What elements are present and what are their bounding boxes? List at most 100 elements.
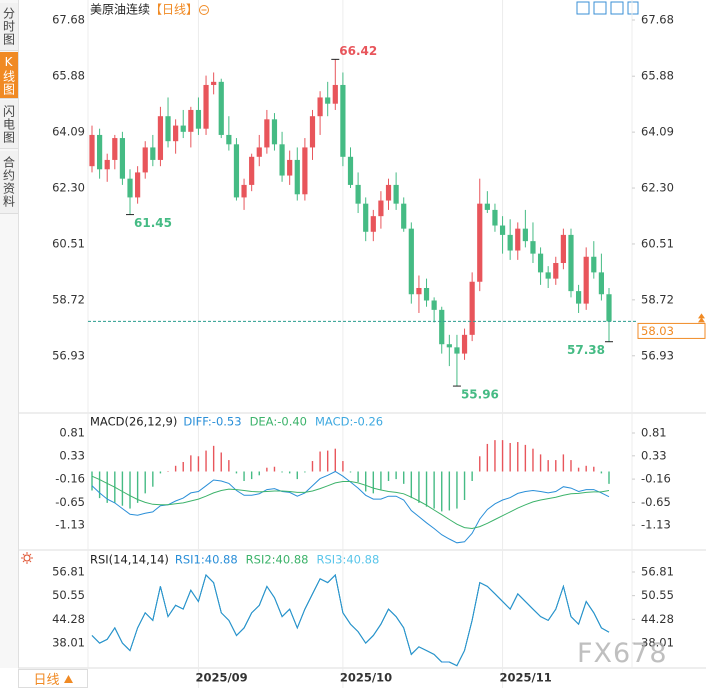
y-tick-label-right: -0.65 xyxy=(641,495,671,509)
arrow-shape xyxy=(63,674,73,683)
candle-body xyxy=(180,125,186,132)
candle-body xyxy=(423,287,430,301)
candle-body xyxy=(218,81,224,135)
y-tick-label-left: 56.93 xyxy=(52,348,85,362)
candle-body xyxy=(568,234,574,292)
candle-body xyxy=(195,109,202,129)
macd-bar xyxy=(593,466,595,472)
macd-bar xyxy=(266,467,268,472)
macd-bar xyxy=(91,471,93,491)
y-tick-label-left: -0.65 xyxy=(55,495,85,509)
macd-bar xyxy=(585,465,587,472)
tool-zoom-out[interactable] xyxy=(593,1,607,15)
indicator-settings-icon[interactable] xyxy=(21,552,33,564)
x-tick-label: 2025/10 xyxy=(340,671,392,685)
macd-bar xyxy=(342,461,344,472)
candle-body xyxy=(325,97,331,104)
candle-body xyxy=(211,81,217,85)
extreme-label: 57.38 xyxy=(567,343,605,357)
candle-body xyxy=(294,159,300,195)
legend-entry: DEA:-0.40 xyxy=(250,415,307,429)
y-tick-label-left: -1.13 xyxy=(55,518,85,532)
candle-body xyxy=(385,184,392,201)
candle-body xyxy=(203,84,209,129)
candle-body xyxy=(104,159,110,170)
candle-body xyxy=(499,225,506,235)
candle-body xyxy=(97,134,103,170)
candle-body xyxy=(591,256,597,273)
candle-body xyxy=(188,109,194,132)
candle-body xyxy=(461,334,468,354)
macd-bar xyxy=(296,471,298,480)
candle-body xyxy=(226,134,232,145)
macd-bar xyxy=(197,456,200,472)
legend-entry: DIFF:-0.53 xyxy=(183,415,241,429)
indicator-line xyxy=(91,573,610,667)
macd-bar xyxy=(144,471,146,494)
candle-body xyxy=(347,156,354,185)
toolbar xyxy=(576,1,639,15)
candle-body xyxy=(112,138,118,160)
period-selector[interactable]: 日线 xyxy=(18,669,88,688)
tab[interactable]: 闪电图 xyxy=(0,100,18,149)
candle-body xyxy=(484,203,490,210)
candle-body xyxy=(340,84,346,157)
extreme-label: 66.42 xyxy=(339,44,377,58)
candle-body xyxy=(492,209,498,226)
y-tick-label-right: 50.55 xyxy=(641,588,674,602)
macd-bar xyxy=(106,471,108,503)
macd-bar xyxy=(273,466,276,472)
candle-body xyxy=(279,144,285,176)
collapse-icon[interactable] xyxy=(199,5,209,15)
candle-body xyxy=(89,134,95,167)
legend-entry: MACD:-0.26 xyxy=(315,415,383,429)
tab-active[interactable]: K线图 xyxy=(0,52,18,99)
macd-bar xyxy=(547,460,549,472)
y-tick-label-right: 56.93 xyxy=(641,348,674,362)
macd-bar xyxy=(159,471,162,474)
candle-body xyxy=(271,119,278,145)
extreme-label: 61.45 xyxy=(134,216,172,230)
candle-body xyxy=(507,234,513,251)
period-selector-arrow xyxy=(63,674,73,683)
macd-bar xyxy=(228,460,230,472)
macd-bar xyxy=(357,471,359,482)
candle-body xyxy=(287,159,293,176)
tool-zoom-in[interactable] xyxy=(576,1,590,15)
candle-body xyxy=(302,147,308,195)
candle-body xyxy=(119,138,126,179)
tool-move[interactable] xyxy=(610,1,624,15)
macd-bar xyxy=(380,471,382,490)
macd-bar xyxy=(501,440,504,472)
candle-body xyxy=(317,97,323,117)
macd-bar xyxy=(365,471,367,492)
macd-bar xyxy=(167,471,169,472)
candle-body xyxy=(454,347,460,354)
candle-body xyxy=(522,228,528,242)
y-tick-label-left: 44.28 xyxy=(52,612,85,626)
candle-body xyxy=(469,281,475,335)
indicator-line xyxy=(91,573,610,667)
y-tick-label-left: 64.09 xyxy=(52,125,85,139)
macd-bar xyxy=(387,471,390,481)
macd-bar xyxy=(463,471,466,501)
macd-bar xyxy=(539,454,542,472)
macd-bar xyxy=(600,471,603,474)
candle-body xyxy=(530,241,536,254)
y-tick-label-right: 56.81 xyxy=(641,564,674,578)
macd-bar xyxy=(433,471,435,509)
candle-body xyxy=(416,287,422,295)
macd-bar xyxy=(425,471,428,507)
macd-bar xyxy=(562,454,565,472)
tool-reset[interactable] xyxy=(627,1,639,15)
y-tick-label-right: 58.72 xyxy=(641,292,674,306)
tab[interactable]: 合约资料 xyxy=(0,151,18,214)
collapse-icon-circle xyxy=(199,5,209,15)
indicator-title: RSI(14,14,14) xyxy=(90,553,169,567)
macd-bar xyxy=(486,443,489,472)
y-tick-label-left: 58.72 xyxy=(52,292,85,306)
y-tick-label-left: 65.88 xyxy=(52,69,85,83)
macd-bar xyxy=(243,471,245,481)
indicator-title: MACD(26,12,9) xyxy=(90,415,177,429)
tab[interactable]: 分时图 xyxy=(0,3,18,51)
